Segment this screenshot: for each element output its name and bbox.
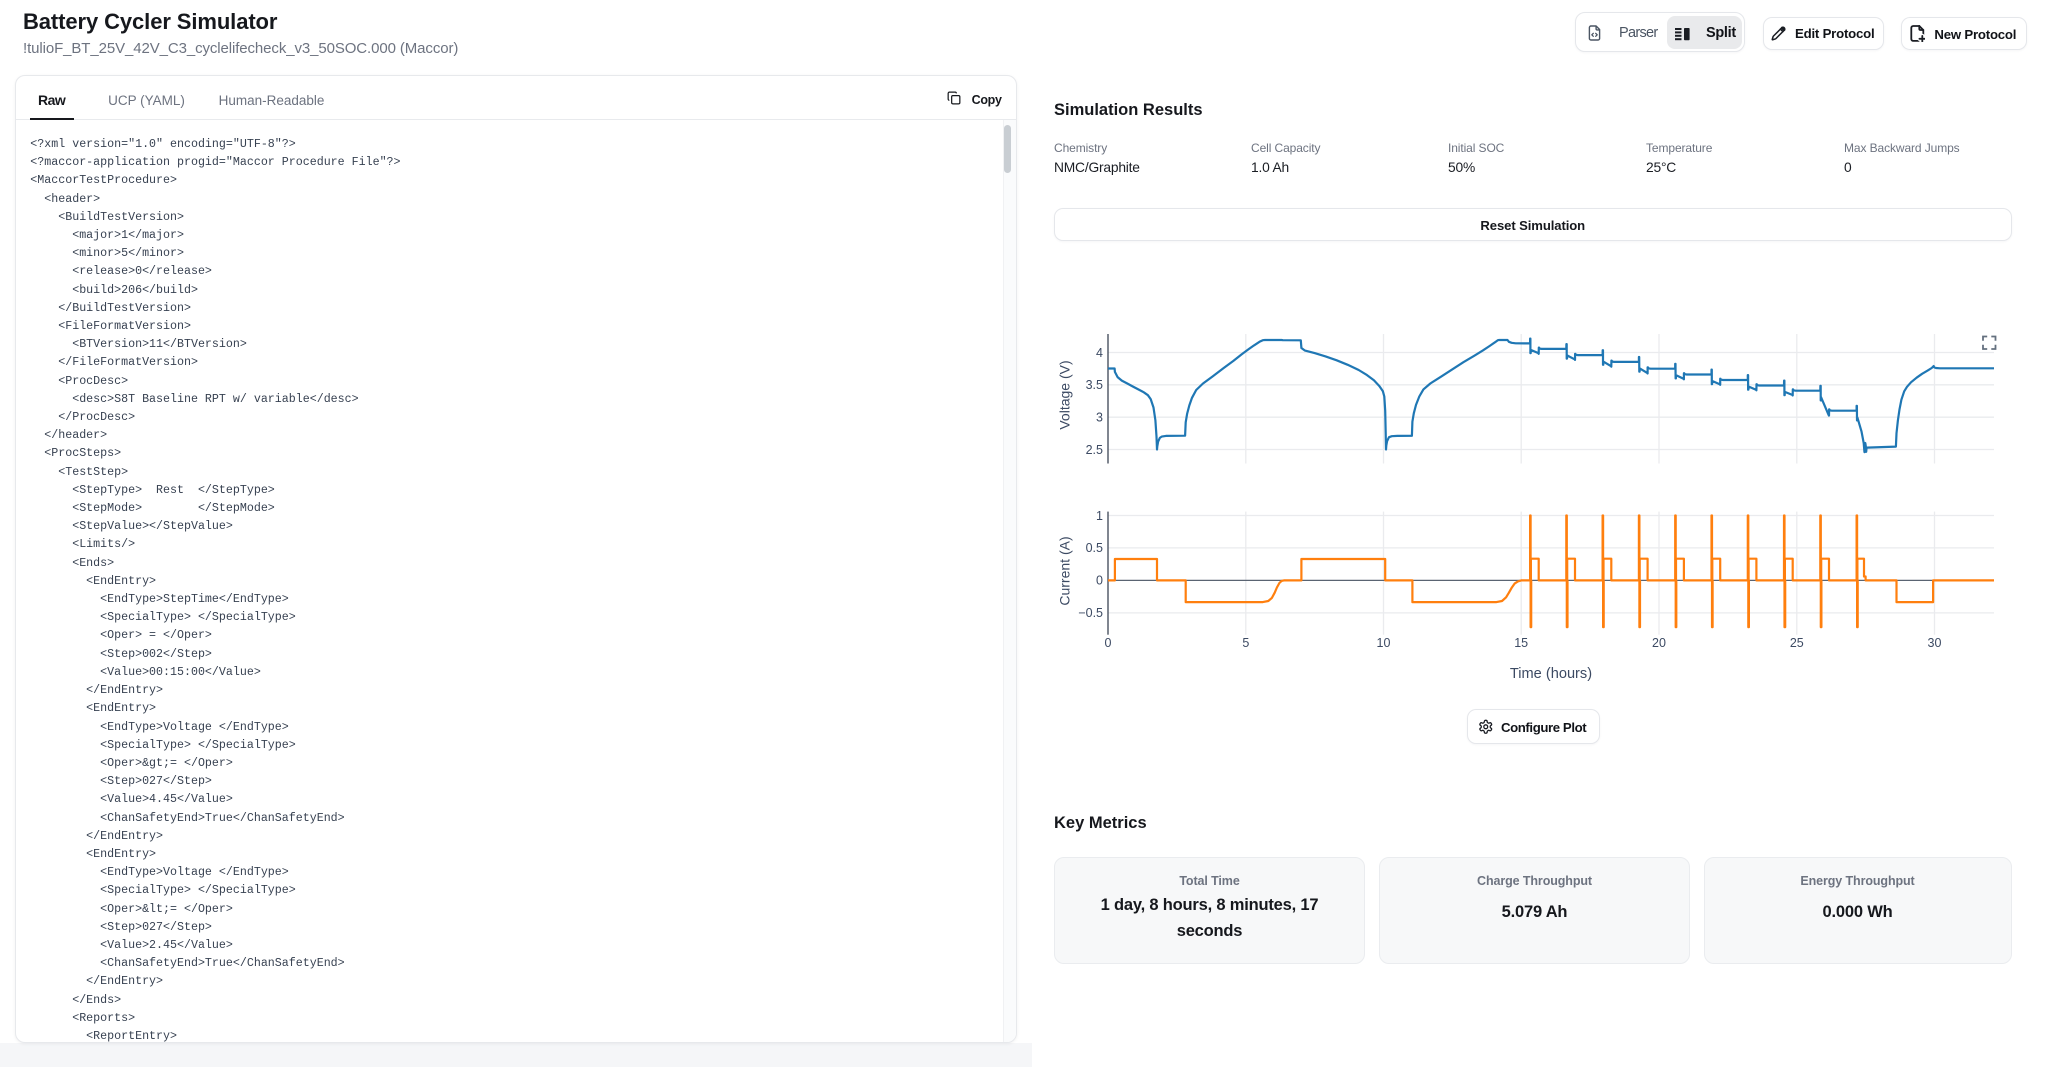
svg-text:0: 0 <box>1105 636 1112 650</box>
svg-text:0.5: 0.5 <box>1086 541 1103 555</box>
svg-text:Current (A): Current (A) <box>1057 536 1073 605</box>
svg-text:2.5: 2.5 <box>1086 443 1103 457</box>
svg-text:1: 1 <box>1096 509 1103 523</box>
svg-text:0: 0 <box>1096 574 1103 588</box>
svg-text:5: 5 <box>1242 636 1249 650</box>
svg-text:4: 4 <box>1096 346 1103 360</box>
svg-text:10: 10 <box>1377 636 1391 650</box>
svg-text:Voltage (V): Voltage (V) <box>1057 360 1073 429</box>
svg-text:3: 3 <box>1096 411 1103 425</box>
svg-text:3.5: 3.5 <box>1086 378 1103 392</box>
svg-text:30: 30 <box>1928 636 1942 650</box>
svg-text:−0.5: −0.5 <box>1078 606 1103 620</box>
svg-text:20: 20 <box>1652 636 1666 650</box>
svg-text:15: 15 <box>1514 636 1528 650</box>
svg-text:Time (hours): Time (hours) <box>1510 666 1592 682</box>
svg-text:25: 25 <box>1790 636 1804 650</box>
